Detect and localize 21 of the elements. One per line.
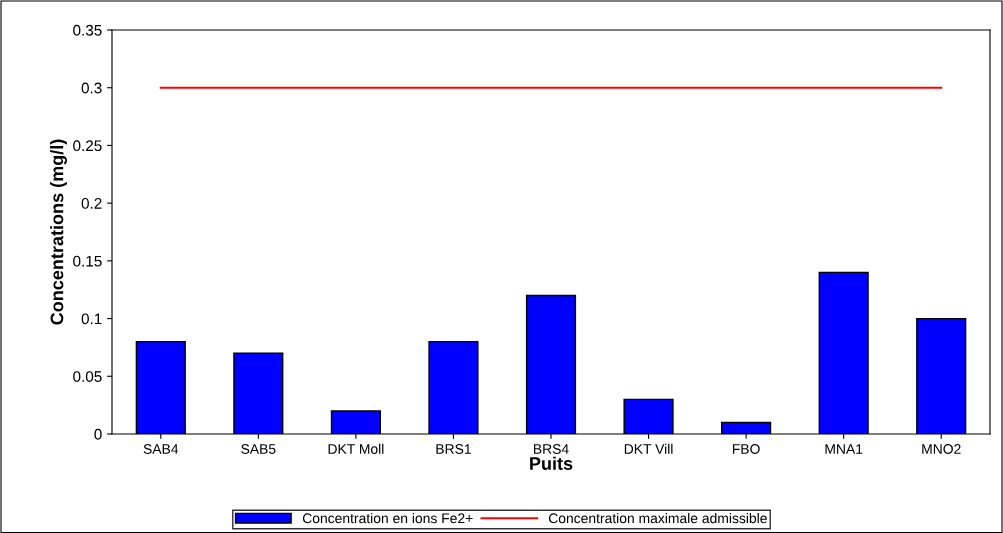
y-tick-label: 0.35 bbox=[73, 24, 102, 36]
x-axis-title: Puits bbox=[530, 456, 573, 470]
x-tick-label: SAB4 bbox=[143, 444, 179, 454]
x-tick-label: DKT Vill bbox=[624, 443, 673, 454]
y-tick-label: 0.05 bbox=[73, 371, 102, 382]
y-tick-label: 0.1 bbox=[81, 313, 102, 325]
x-tick-label: FBO bbox=[732, 444, 760, 454]
y-tick-label: 0.15 bbox=[73, 255, 102, 267]
y-tick-label: 0.25 bbox=[73, 140, 102, 152]
y-axis-title: Concentrations (mg/l) bbox=[50, 139, 67, 325]
x-tick-label: DKT Moll bbox=[328, 443, 384, 454]
legend-label: Concentration en ions Fe2+ bbox=[302, 513, 473, 524]
y-tick-label: 0.3 bbox=[81, 82, 102, 94]
y-tick-label: 0 bbox=[94, 428, 102, 440]
x-tick-label: MNA1 bbox=[825, 444, 863, 454]
x-tick-label: SAB5 bbox=[241, 444, 276, 454]
x-tick-label: BRS1 bbox=[436, 444, 471, 454]
y-tick-label: 0.2 bbox=[81, 198, 102, 209]
legend-label: Concentration maximale admissible bbox=[548, 513, 767, 524]
x-tick-label: MNO2 bbox=[922, 444, 961, 454]
x-tick-label: BRS4 bbox=[534, 444, 569, 454]
